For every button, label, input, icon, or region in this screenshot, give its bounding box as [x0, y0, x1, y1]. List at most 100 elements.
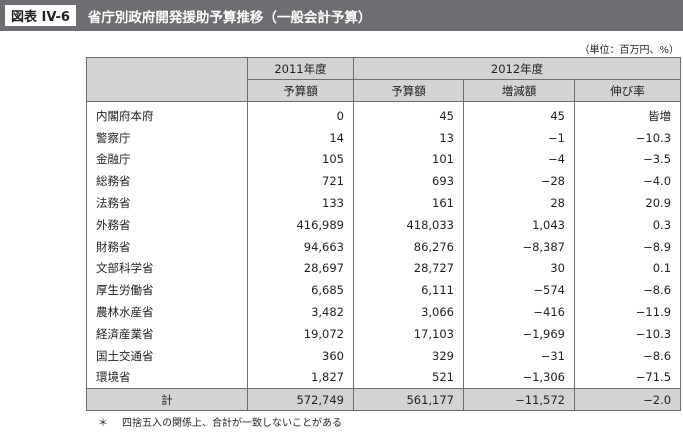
budget-2012: 86,276: [353, 235, 464, 258]
budget-2012: 3,066: [353, 301, 464, 323]
growth-rate: 20.9: [573, 192, 682, 214]
footnote-mark: ＊: [98, 418, 108, 429]
budget-2011: 416,989: [247, 213, 354, 236]
change-amount: −31: [463, 344, 575, 367]
budget-2011: 133: [247, 192, 354, 214]
ministry-name: 法務省: [86, 192, 248, 214]
growth-rate: −11.9: [573, 301, 682, 323]
table-row: 厚生労働省 6,685 6,111 −574 −8.6: [86, 279, 682, 302]
ministry-name: 警察庁: [86, 126, 248, 149]
table-row: 経済産業省 19,072 17,103 −1,969 −10.3: [86, 322, 682, 345]
figure-title: 省庁別政府開発援助予算推移（一般会計予算）: [87, 9, 372, 26]
ministry-name: 環境省: [86, 366, 248, 389]
growth-rate: −3.5: [573, 148, 682, 171]
header-col-rate: 伸び率: [573, 79, 682, 102]
growth-rate: 0.1: [573, 257, 682, 280]
header-corner-cell: [86, 57, 248, 102]
header-year-2011: 2011年度: [247, 57, 354, 80]
table-row: 法務省 133 161 28 20.9: [86, 192, 682, 214]
change-amount: −28: [463, 170, 575, 193]
budget-2011: 0: [247, 101, 354, 127]
total-change: −11,572: [463, 388, 575, 412]
budget-2012: 329: [353, 344, 464, 367]
change-amount: −8,387: [463, 235, 575, 258]
figure-label: 図表 IV-6: [5, 5, 76, 26]
growth-rate: −4.0: [573, 170, 682, 193]
table-row: 農林水産省 3,482 3,066 −416 −11.9: [86, 301, 682, 323]
header-col-change: 増減額: [463, 79, 575, 102]
change-amount: 45: [463, 101, 575, 127]
total-row: 計 572,749 561,177 −11,572 −2.0: [86, 388, 682, 412]
budget-2011: 19,072: [247, 322, 354, 345]
total-budget-2011: 572,749: [247, 388, 354, 412]
budget-2012: 521: [353, 366, 464, 389]
footnote-text: 四捨五入の関係上、合計が一致しないことがある: [122, 418, 342, 429]
growth-rate: 0.3: [573, 213, 682, 236]
ministry-name: 経済産業省: [86, 322, 248, 345]
table-row: 金融庁 105 101 −4 −3.5: [86, 148, 682, 171]
header-row-columns: 予算額 予算額 増減額 伸び率: [87, 79, 682, 102]
total-label: 計: [86, 388, 248, 412]
budget-2012: 161: [353, 192, 464, 214]
budget-2012: 101: [353, 148, 464, 171]
change-amount: −1,969: [463, 322, 575, 345]
header-year-2012: 2012年度: [352, 57, 682, 80]
table-row: 総務省 721 693 −28 −4.0: [86, 170, 682, 193]
ministry-name: 金融庁: [86, 148, 248, 171]
ministry-name: 内閣府本府: [86, 101, 248, 127]
growth-rate: −8.9: [573, 235, 682, 258]
budget-2011: 1,827: [247, 366, 354, 389]
budget-2011: 94,663: [247, 235, 354, 258]
total-rate: −2.0: [573, 388, 682, 412]
budget-2012: 418,033: [353, 213, 464, 236]
table-body: 内閣府本府 0 45 45 皆増 警察庁 14 13 −1 −10.3 金融庁 105 101 −4 −3.…: [86, 101, 682, 389]
change-amount: 30: [463, 257, 575, 280]
budget-2012: 45: [353, 101, 464, 127]
table-row: 警察庁 14 13 −1 −10.3: [86, 126, 682, 149]
change-amount: −416: [463, 301, 575, 323]
header-row-years: 2011年度 2012年度: [86, 57, 682, 102]
budget-2012: 28,727: [353, 257, 464, 280]
ministry-name: 財務省: [86, 235, 248, 258]
table-row: 内閣府本府 0 45 45 皆増: [86, 101, 682, 127]
footnote: ＊ 四捨五入の関係上、合計が一致しないことがある: [98, 414, 342, 429]
budget-2012: 13: [353, 126, 464, 149]
growth-rate: −10.3: [573, 126, 682, 149]
growth-rate: −71.5: [573, 366, 682, 389]
growth-rate: −10.3: [573, 322, 682, 345]
ministry-name: 文部科学省: [86, 257, 248, 280]
ministry-name: 総務省: [86, 170, 248, 193]
budget-2012: 17,103: [353, 322, 464, 345]
ministry-name: 厚生労働省: [86, 279, 248, 302]
budget-2011: 105: [247, 148, 354, 171]
ministry-name: 外務省: [86, 213, 248, 236]
budget-table: 2011年度 2012年度 予算額 予算額 増減額 伸び率 内閣府本府 0 45 45…: [86, 57, 682, 412]
header-col-budget-2011: 予算額: [247, 79, 354, 102]
change-amount: −1: [463, 126, 575, 149]
change-amount: −574: [463, 279, 575, 302]
header-col-budget-2012: 予算額: [353, 79, 464, 102]
change-amount: 28: [463, 192, 575, 214]
budget-2011: 6,685: [247, 279, 354, 302]
budget-2011: 14: [247, 126, 354, 149]
growth-rate: −8.6: [573, 344, 682, 367]
budget-2011: 721: [247, 170, 354, 193]
table-row: 財務省 94,663 86,276 −8,387 −8.9: [86, 235, 682, 258]
change-amount: −4: [463, 148, 575, 171]
table-row: 文部科学省 28,697 28,727 30 0.1: [86, 257, 682, 280]
table-row: 環境省 1,827 521 −1,306 −71.5: [86, 366, 682, 389]
budget-2011: 360: [247, 344, 354, 367]
budget-2012: 693: [353, 170, 464, 193]
unit-note: （単位：百万円、%）: [579, 45, 679, 56]
table-row: 外務省 416,989 418,033 1,043 0.3: [86, 213, 682, 236]
growth-rate: −8.6: [573, 279, 682, 302]
ministry-name: 農林水産省: [86, 301, 248, 323]
ministry-name: 国土交通省: [86, 344, 248, 367]
budget-2012: 6,111: [353, 279, 464, 302]
change-amount: −1,306: [463, 366, 575, 389]
change-amount: 1,043: [463, 213, 575, 236]
figure-title-bar: 図表 IV-6 省庁別政府開発援助予算推移（一般会計予算）: [0, 0, 683, 31]
budget-2011: 3,482: [247, 301, 354, 323]
budget-2011: 28,697: [247, 257, 354, 280]
total-budget-2012: 561,177: [353, 388, 464, 412]
